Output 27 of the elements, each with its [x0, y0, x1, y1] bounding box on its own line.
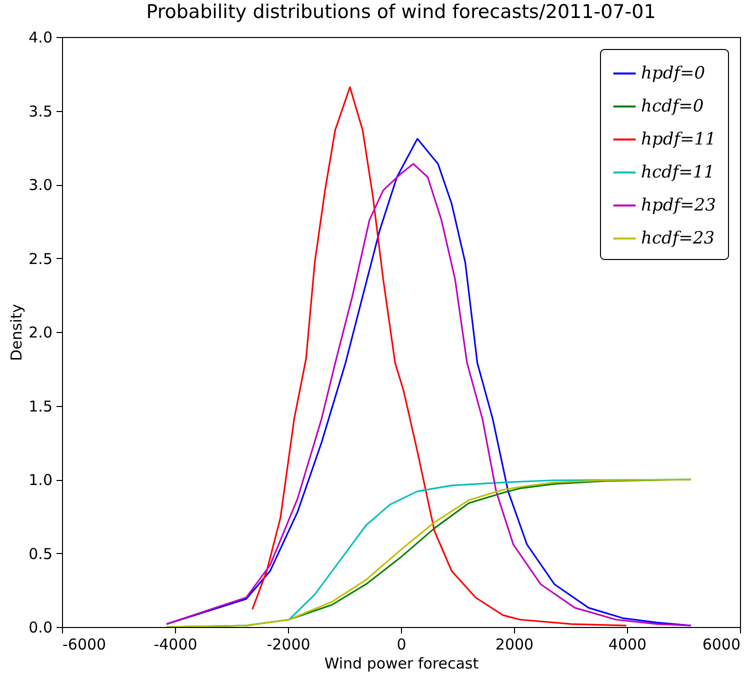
y-tick-label: 3.0	[28, 176, 52, 194]
y-tick-label: 2.0	[28, 324, 52, 342]
y-tick-label: 3.5	[28, 102, 52, 120]
x-axis-title: Wind power forecast	[324, 654, 479, 672]
line-series	[252, 86, 628, 626]
y-tick-label: 1.0	[28, 471, 52, 489]
y-tick-label: 2.5	[28, 250, 52, 268]
y-axis-title: Density	[8, 304, 26, 362]
x-tick-label: -4000	[154, 636, 198, 654]
y-tick-label: 0.5	[28, 544, 52, 563]
legend-label: hpdf=23	[641, 196, 716, 216]
legend-label: hcdf=0	[641, 96, 704, 116]
legend-label: hpdf=0	[641, 64, 706, 84]
x-tick-label: 2000	[495, 636, 534, 654]
y-tick-label: 0.0	[28, 618, 52, 636]
x-tick-label: 6000	[702, 636, 740, 654]
line-series	[166, 478, 692, 627]
x-tick-label: -6000	[62, 636, 106, 654]
legend-label: hcdf=23	[641, 228, 715, 248]
legend-label: hpdf=11	[641, 130, 716, 150]
y-tick-label: 1.5	[28, 397, 52, 416]
y-tick-label: 4.0	[28, 28, 52, 46]
x-tick-label: 4000	[608, 636, 647, 654]
x-tick-label: 0	[396, 636, 406, 654]
chart-title: Probability distributions of wind forecasts/2011-07-01	[146, 1, 656, 23]
legend-label: hcdf=11	[641, 162, 715, 182]
x-tick-label: -2000	[266, 636, 310, 654]
